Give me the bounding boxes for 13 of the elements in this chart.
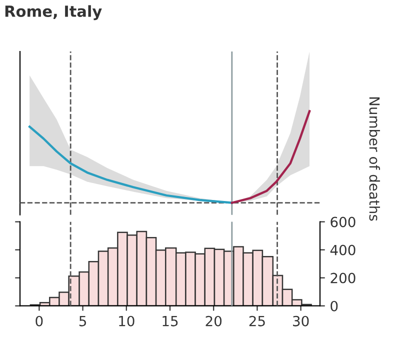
x-tick-label: 25 [249, 316, 265, 326]
x-tick-label: 5 [79, 316, 86, 326]
y-tick-label: 400 [330, 244, 356, 256]
x-tick-label: 15 [162, 316, 178, 326]
x-tick-label: 30 [293, 316, 309, 326]
chart-title: Rome, Italy [5, 5, 102, 20]
y-tick-label: 0 [330, 300, 338, 312]
y-tick-label: 600 [330, 216, 356, 228]
y-tick-label: 200 [330, 272, 356, 284]
x-tick-label: 20 [206, 316, 222, 326]
x-tick-label: 10 [119, 316, 134, 326]
y-axis-title: Number of deaths [369, 97, 380, 221]
x-tick-label: 0 [36, 316, 43, 326]
